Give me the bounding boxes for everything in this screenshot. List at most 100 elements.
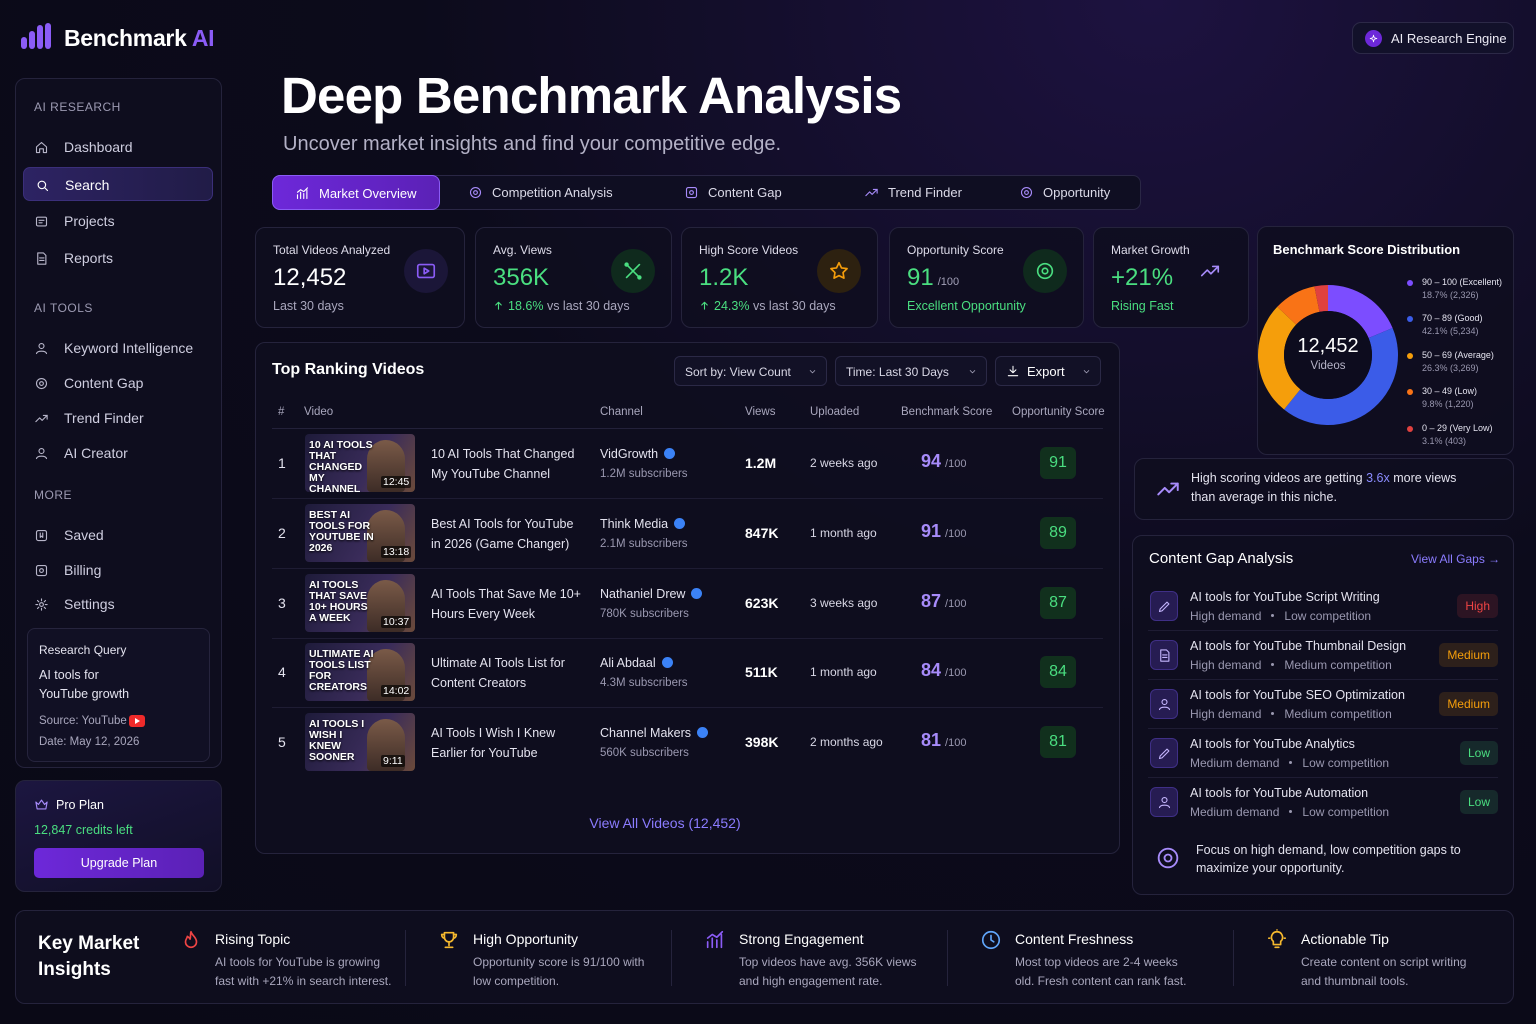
icon <box>1007 365 1019 377</box>
verified-badge <box>661 657 673 669</box>
donut-segment <box>1314 285 1328 312</box>
gap-badge: High <box>1440 594 1498 618</box>
gap-demand: High demand <box>1190 707 1262 721</box>
icon <box>35 529 48 542</box>
nav-item[interactable]: Reports <box>23 241 213 275</box>
views: 398K <box>745 734 779 751</box>
benchmark-score: 91/100 <box>921 521 966 542</box>
tab-label: Opportunity <box>1043 185 1111 200</box>
views: 623K <box>745 594 779 611</box>
icon-shape <box>1160 649 1170 662</box>
icon-shape <box>865 188 878 197</box>
rank: 4 <box>278 664 286 681</box>
uploaded: 3 weeks ago <box>810 595 878 610</box>
icon-shape <box>35 564 48 576</box>
stat-value: +21% <box>1111 264 1174 291</box>
column-header: Opportunity Score <box>1012 406 1105 418</box>
view-all-gaps[interactable]: View All Gaps → <box>1411 552 1501 566</box>
stat-unit: /100 <box>937 276 960 288</box>
tab[interactable]: Competition Analysis <box>446 175 656 210</box>
stat-label: High Score Videos <box>699 243 799 257</box>
icon <box>35 414 48 423</box>
stat-label: Avg. Views <box>493 243 552 257</box>
icon <box>35 598 48 611</box>
nav-item[interactable]: Content Gap <box>23 366 213 400</box>
nav-item[interactable]: Dashboard <box>23 130 213 164</box>
channel-name: Channel Makers <box>600 726 692 741</box>
icon-shape <box>990 934 995 943</box>
opportunity-badge: 89 <box>1040 516 1076 549</box>
view-all-videos[interactable]: View All Videos (12,452) <box>589 815 741 831</box>
gap-icon-box <box>1150 689 1178 719</box>
score-value: 84 <box>921 660 942 681</box>
insight-title: Strong Engagement <box>739 931 864 947</box>
nav-item[interactable]: Settings <box>23 587 213 621</box>
gap-competition: Low competition <box>1284 609 1372 623</box>
nav-item[interactable]: Saved <box>23 518 213 552</box>
tab[interactable]: Trend Finder <box>842 175 992 210</box>
icon-shape <box>37 180 47 190</box>
dropdown[interactable]: Sort by: View Count <box>674 356 827 386</box>
upgrade-button[interactable]: Upgrade Plan <box>34 848 204 878</box>
gap-rule <box>1148 679 1498 680</box>
export-button[interactable]: Export <box>995 356 1101 386</box>
nav-item[interactable]: Billing <box>23 553 213 587</box>
icon <box>495 301 502 310</box>
nav-item[interactable]: Search <box>23 167 213 201</box>
icon-shape <box>35 216 48 227</box>
video-title: AI Tools I Wish I Knew Earlier for YouTu… <box>431 726 556 761</box>
nav-item[interactable]: AI Creator <box>23 436 213 470</box>
subscribers: 2.1M subscribers <box>600 537 688 550</box>
thumbnail-text: 10 AI TOOLS THAT CHANGED MY CHANNEL <box>309 439 373 493</box>
plan-panel: Pro Plan 12,847 credits left Upgrade Plan <box>15 780 222 892</box>
nav-item[interactable]: Projects <box>23 204 213 238</box>
verified-badge <box>674 517 686 529</box>
icon-shape <box>1158 706 1171 711</box>
tab[interactable]: Market Overview <box>272 175 440 210</box>
nav-item[interactable]: Trend Finder <box>23 401 213 435</box>
views: 1.2M <box>745 455 777 471</box>
stat-note-row: Last 30 days <box>273 299 344 313</box>
insight-title: Content Freshness <box>1015 931 1134 947</box>
video-title: AI Tools That Save Me 10+ Hours Every We… <box>431 586 581 621</box>
insight-text-after: more views than average in this niche. <box>1191 471 1457 504</box>
key-insights-title: Key Market Insights <box>38 933 140 980</box>
icon-shape <box>1007 365 1019 377</box>
verified-badge <box>691 587 703 599</box>
insight-title: High Opportunity <box>473 931 579 947</box>
column-header: Uploaded <box>810 406 860 418</box>
icon <box>1157 482 1179 496</box>
stat-label: Total Videos Analyzed <box>273 243 391 257</box>
icon-shape <box>39 567 44 573</box>
dropdown[interactable]: Time: Last 30 Days <box>835 356 987 386</box>
nav-label: Trend Finder <box>64 410 144 426</box>
nav-label: Settings <box>64 596 115 612</box>
channel-name: VidGrowth <box>600 447 659 461</box>
icon-shape <box>1170 482 1179 492</box>
tab[interactable]: Content Gap <box>662 175 836 210</box>
stat-change: 18.6% <box>508 299 544 313</box>
engine-badge[interactable]: AI Research Engine <box>1352 22 1514 54</box>
icon-shape <box>38 447 45 455</box>
insight-title: Rising Topic <box>215 931 291 947</box>
insight-title: Actionable Tip <box>1301 931 1389 947</box>
icon <box>1158 601 1170 613</box>
icon <box>830 261 848 279</box>
logo-bar <box>29 31 35 49</box>
thumbnail: 10 AI TOOLS THAT CHANGED MY CHANNEL 12:45 <box>305 434 415 492</box>
gap-demand: Medium demand <box>1190 756 1280 770</box>
icon-shape <box>706 933 723 949</box>
icon <box>35 447 48 460</box>
icon-shape <box>1162 654 1168 658</box>
stat-note: Rising Fast <box>1111 299 1174 313</box>
tab[interactable]: Opportunity <box>997 175 1137 210</box>
tab-label: Competition Analysis <box>492 185 613 200</box>
icon <box>1160 649 1170 662</box>
brand-name: Benchmark <box>64 25 187 51</box>
stat-label: Market Growth <box>1111 243 1190 257</box>
icon-shape <box>1270 930 1284 949</box>
nav-item[interactable]: Keyword Intelligence <box>23 331 213 365</box>
key-insights-panel <box>15 910 1514 1004</box>
gap-competition: Medium competition <box>1284 707 1392 721</box>
